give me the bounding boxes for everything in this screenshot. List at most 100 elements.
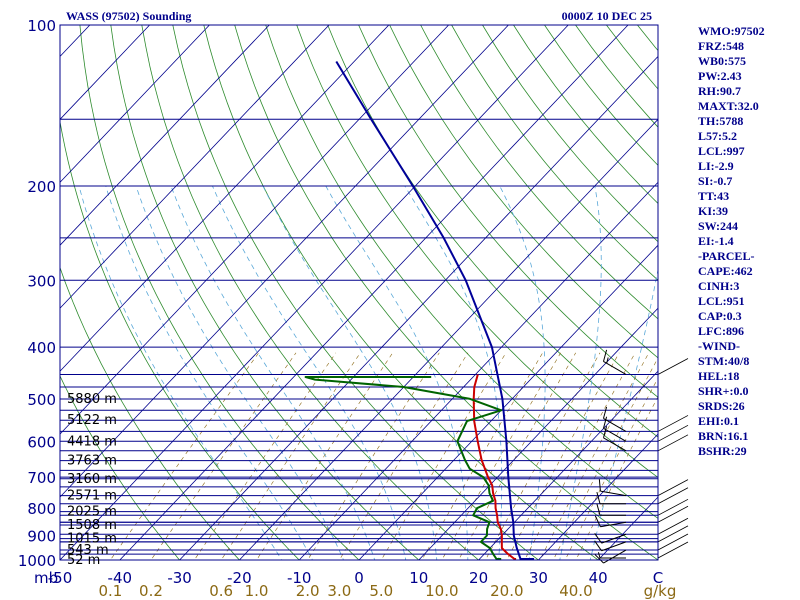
series-dewpoint: [304, 376, 503, 560]
wind-barb: [603, 437, 627, 452]
index-value: LCL:997: [698, 144, 745, 158]
index-value: WB0:575: [698, 54, 746, 68]
height-label: 3763 m: [67, 454, 117, 469]
wind-leader-line: [657, 525, 689, 543]
temperature-tick-label: -40: [108, 569, 133, 587]
wind-barb-flag: [594, 540, 602, 552]
index-value: -WIND-: [698, 339, 740, 353]
temperature-tick-label: -50: [48, 569, 73, 587]
wind-leader-line: [657, 541, 689, 559]
index-value: SRDS:26: [698, 399, 745, 413]
mixing-ratio-line: [150, 352, 297, 560]
index-value: SI:-0.7: [698, 174, 732, 188]
index-value: SHR+:0.0: [698, 384, 749, 398]
index-value: BSHR:29: [698, 444, 747, 458]
mixing-ratio-label: 3.0: [327, 582, 351, 600]
plot-frame: [59, 24, 659, 561]
height-label: 1015 m: [67, 532, 117, 547]
index-value: HEL:18: [698, 369, 739, 383]
index-value: EI:-1.4: [698, 234, 734, 248]
wind-leader-line: [657, 498, 689, 516]
wind-barb-flag: [603, 416, 608, 429]
mixing-ratio-label: 20.0: [490, 582, 523, 600]
height-label: 2571 m: [67, 489, 117, 504]
height-label: 5880 m: [67, 392, 117, 407]
moist-adiabat: [559, 186, 602, 560]
height-label: 5122 m: [67, 413, 117, 428]
pressure-label: 900: [27, 528, 56, 546]
index-value: -PARCEL-: [698, 249, 754, 263]
temperature-tick-label: C: [653, 569, 663, 587]
pressure-label: 1000: [18, 552, 56, 570]
sounding-date: 0000Z 10 DEC 25: [562, 9, 652, 23]
index-value: PW:2.43: [698, 69, 742, 83]
dry-adiabat: [358, 25, 658, 398]
index-value: CINH:3: [698, 279, 739, 293]
mixing-ratio-label: 0.6: [209, 582, 233, 600]
wind-barb: [600, 490, 627, 497]
index-value: TT:43: [698, 189, 729, 203]
dry-adiabat: [389, 25, 658, 359]
mixing-ratio-label: 0.1: [98, 582, 122, 600]
isotherm: [60, 25, 150, 120]
wind-barbs: [594, 349, 689, 564]
mixing-ratio-label: 10.0: [425, 582, 458, 600]
data-series: [304, 60, 535, 560]
wind-barb-flag: [603, 426, 608, 438]
grid-lines: [60, 25, 658, 560]
isotherm: [60, 25, 390, 372]
mixing-ratio-line: [485, 352, 601, 560]
pressure-label: 600: [27, 433, 56, 451]
wind-barb: [601, 533, 627, 544]
wind-barb-flag: [603, 406, 608, 419]
stability-indices-panel: WMO:97502FRZ:548WB0:575PW:2.43RH:90.7MAX…: [698, 24, 765, 458]
temperature-tick-label: 0: [354, 569, 364, 587]
index-value: CAPE:462: [698, 264, 753, 278]
wind-barb-flag: [594, 554, 604, 564]
wind-barb-flag: [606, 357, 609, 364]
dry-adiabat: [420, 25, 658, 320]
index-value: STM:40/8: [698, 354, 749, 368]
wind-leader-line: [657, 358, 689, 375]
mixing-ratio-label: 5.0: [369, 582, 393, 600]
mixing-ratio-line: [506, 352, 620, 560]
mixing-ratio-label: 1.0: [245, 582, 269, 600]
wind-barb-flag: [594, 533, 602, 544]
mixing-ratio-line: [564, 377, 658, 560]
wind-barb: [603, 549, 627, 564]
index-value: LFC:896: [698, 324, 744, 338]
index-value: TH:5788: [698, 114, 743, 128]
mixing-ratio-line: [524, 352, 636, 560]
dry-adiabat: [451, 25, 658, 281]
pressure-label: 400: [27, 339, 56, 357]
pressure-label: 200: [27, 178, 56, 196]
pressure-unit-label: mb: [34, 569, 58, 587]
isotherm: [60, 25, 210, 183]
wind-leader-line: [657, 434, 689, 452]
wind-barb: [603, 361, 627, 375]
moist-adiabat: [105, 185, 313, 560]
series-temperature: [472, 374, 517, 560]
pressure-label: 800: [27, 500, 56, 518]
isotherm: [60, 25, 330, 309]
index-value: L57:5.2: [698, 129, 737, 143]
index-value: MAXT:32.0: [698, 99, 759, 113]
mixing-ratio-line: [552, 357, 658, 560]
isotherm: [60, 25, 449, 435]
temperature-tick-label: -20: [227, 569, 252, 587]
temperature-tick-label: 30: [529, 569, 548, 587]
wind-leader-line: [657, 517, 689, 535]
index-value: LCL:951: [698, 294, 745, 308]
wind-barb: [601, 541, 627, 552]
series-parcel: [335, 60, 535, 560]
mixing-ratio-line: [539, 352, 650, 560]
temperature-tick-label: 40: [589, 569, 608, 587]
temperature-tick-label: 20: [469, 569, 488, 587]
index-value: RH:90.7: [698, 84, 741, 98]
height-label: 3160 m: [67, 472, 117, 487]
mixing-ratio-label: 40.0: [559, 582, 592, 600]
index-value: BRN:16.1: [698, 429, 748, 443]
height-label: 4418 m: [67, 434, 117, 449]
index-value: SW:244: [698, 219, 738, 233]
